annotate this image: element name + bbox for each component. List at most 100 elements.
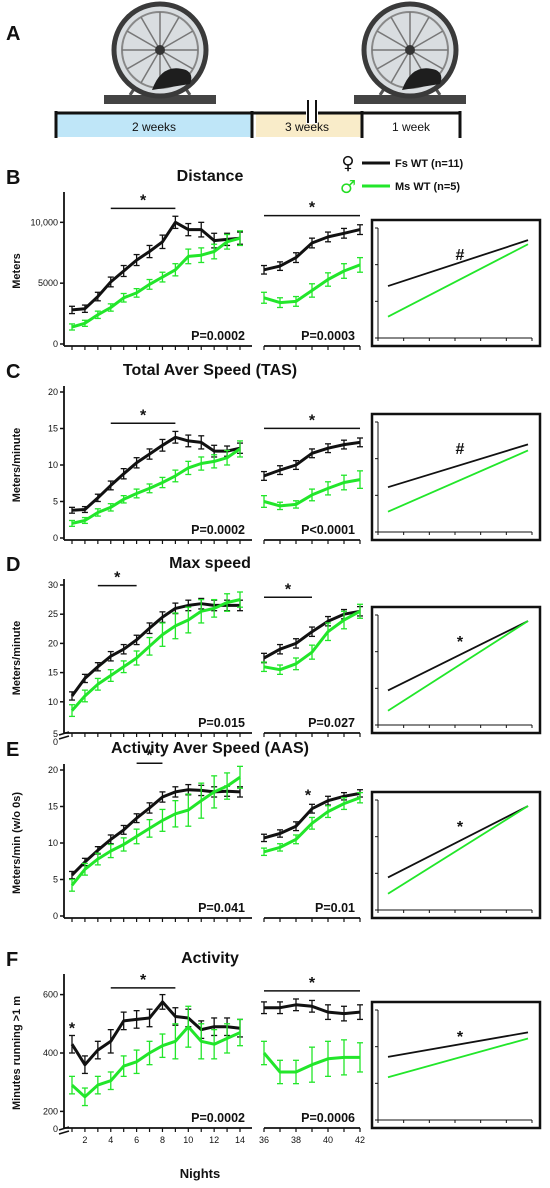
wheel-spoke [159, 16, 180, 51]
panel-title: Total Aver Speed (TAS) [123, 362, 297, 379]
running-wheel-icon [354, 1, 466, 104]
series-line-left [71, 435, 241, 512]
p-value-left: P=0.041 [198, 901, 245, 915]
p-value-right: P=0.027 [308, 716, 355, 730]
y-tick-label: 0 [53, 1124, 58, 1134]
legend: ♀ Fs WT (n=11) ♂ Ms WT (n=5) [340, 153, 464, 198]
significance-star: * [146, 747, 153, 764]
panel-title: Activity Aver Speed (AAS) [111, 740, 309, 757]
series-ms [69, 230, 363, 331]
y-tick-label: 0 [53, 533, 58, 543]
x-tick-label: 38 [291, 1135, 301, 1145]
y-tick-label: 20 [48, 387, 58, 397]
wheel-spoke [409, 49, 444, 70]
series-line-right [263, 263, 361, 305]
series-line-right [263, 478, 361, 508]
inset-significance: * [457, 1029, 464, 1046]
series-line-left [70, 598, 241, 712]
series-ms [69, 591, 363, 718]
x-tick-label: 8 [160, 1135, 165, 1145]
y-tick-label: 5 [53, 875, 58, 885]
p-value-left: P=0.015 [198, 716, 245, 730]
wheel-hub [405, 45, 415, 55]
significance-star: * [140, 972, 147, 989]
mouse-silhouette [152, 68, 192, 90]
y-tick-label: 20 [48, 638, 58, 648]
y-tick-label: 200 [43, 1106, 58, 1116]
significance-star: * [309, 412, 316, 429]
inset-fit-fs [387, 443, 529, 489]
y-tick-label: 0 [53, 737, 58, 747]
wheel-spoke [159, 49, 194, 70]
panel-c: C Total Aver Speed (TAS) Meters/minute 0 5 10… [6, 361, 542, 544]
y-tick-label: 5 [53, 497, 58, 507]
series-line-right [263, 609, 361, 672]
series-fs [69, 430, 363, 514]
inset-significance: * [457, 819, 464, 836]
wheel-base [354, 95, 466, 104]
y-tick-label: 10 [48, 697, 58, 707]
mouse-silhouette [402, 68, 442, 90]
panel-b: B Distance Meters 0 5000 10,000 * * P=0.0002 P=0.… [6, 167, 542, 350]
inset-fit-fs [387, 805, 529, 879]
series-line-right [263, 791, 361, 840]
significance-star: * [309, 200, 316, 217]
significance-star: * [305, 787, 312, 804]
legend-label-ms: Ms WT (n=5) [395, 181, 460, 193]
inset-significance: * [457, 634, 464, 651]
y-tick-label: 0 [53, 911, 58, 921]
series-line-left [70, 1000, 241, 1067]
inset-fit-ms [387, 243, 529, 318]
series-ms [69, 440, 363, 527]
running-wheel-icon [104, 1, 216, 104]
series-line-left [71, 220, 241, 312]
panel-label: D [6, 554, 20, 576]
wheel-spoke [159, 30, 194, 51]
panel-label: B [6, 167, 20, 189]
inset-fit-ms [387, 620, 529, 712]
timeline-segment-1 [56, 113, 252, 137]
series-line-left [71, 447, 241, 525]
panel-title: Distance [177, 168, 244, 185]
wheel-spoke [409, 30, 444, 51]
male-symbol: ♂ [340, 177, 356, 198]
wheel-spoke [126, 30, 161, 51]
timeline-label-1: 2 weeks [132, 120, 176, 134]
wheel-spoke [140, 16, 161, 51]
series-line-right [264, 1003, 361, 1016]
y-axis-label: Meters/min (w/o 0s) [11, 792, 23, 894]
significance-star: * [309, 975, 316, 992]
x-tick-label: 4 [108, 1135, 113, 1145]
panel-label: C [6, 361, 20, 383]
y-tick-label: 25 [48, 609, 58, 619]
panel-e: E Activity Aver Speed (AAS) Meters/min (w/… [6, 739, 542, 922]
y-tick-label: 10 [48, 460, 58, 470]
y-tick-label: 10 [48, 838, 58, 848]
y-tick-label: 10,000 [30, 217, 58, 227]
x-tick-label: 40 [323, 1135, 333, 1145]
y-tick-label: 5 [53, 729, 58, 739]
inset-fit-fs [387, 620, 529, 692]
inset-frame [370, 605, 542, 735]
inset-fit-ms [387, 1037, 529, 1079]
p-value-right: P=0.0006 [301, 1111, 355, 1125]
y-tick-label: 400 [43, 1048, 58, 1058]
x-tick-label: 2 [82, 1135, 87, 1145]
series-line-right [263, 228, 361, 272]
inset-fit-ms [387, 449, 529, 513]
x-tick-label: 36 [259, 1135, 269, 1145]
panel-label: E [6, 739, 19, 761]
p-value-left: P=0.0002 [191, 329, 245, 343]
timeline-label-2: 3 weeks [285, 120, 329, 134]
x-tick-label: 10 [183, 1135, 193, 1145]
panel-title: Activity [181, 950, 239, 967]
series-ms [69, 1005, 363, 1107]
wheel-spoke [376, 49, 411, 70]
y-tick-label: 15 [48, 802, 58, 812]
y-tick-label: 15 [48, 668, 58, 678]
significance-star: * [114, 570, 121, 587]
panel-f: F Activity Minutes running >1 m 200 400 600 0 2… [6, 949, 542, 1145]
series-line-right [263, 796, 361, 854]
p-value-right: P=0.01 [315, 901, 355, 915]
